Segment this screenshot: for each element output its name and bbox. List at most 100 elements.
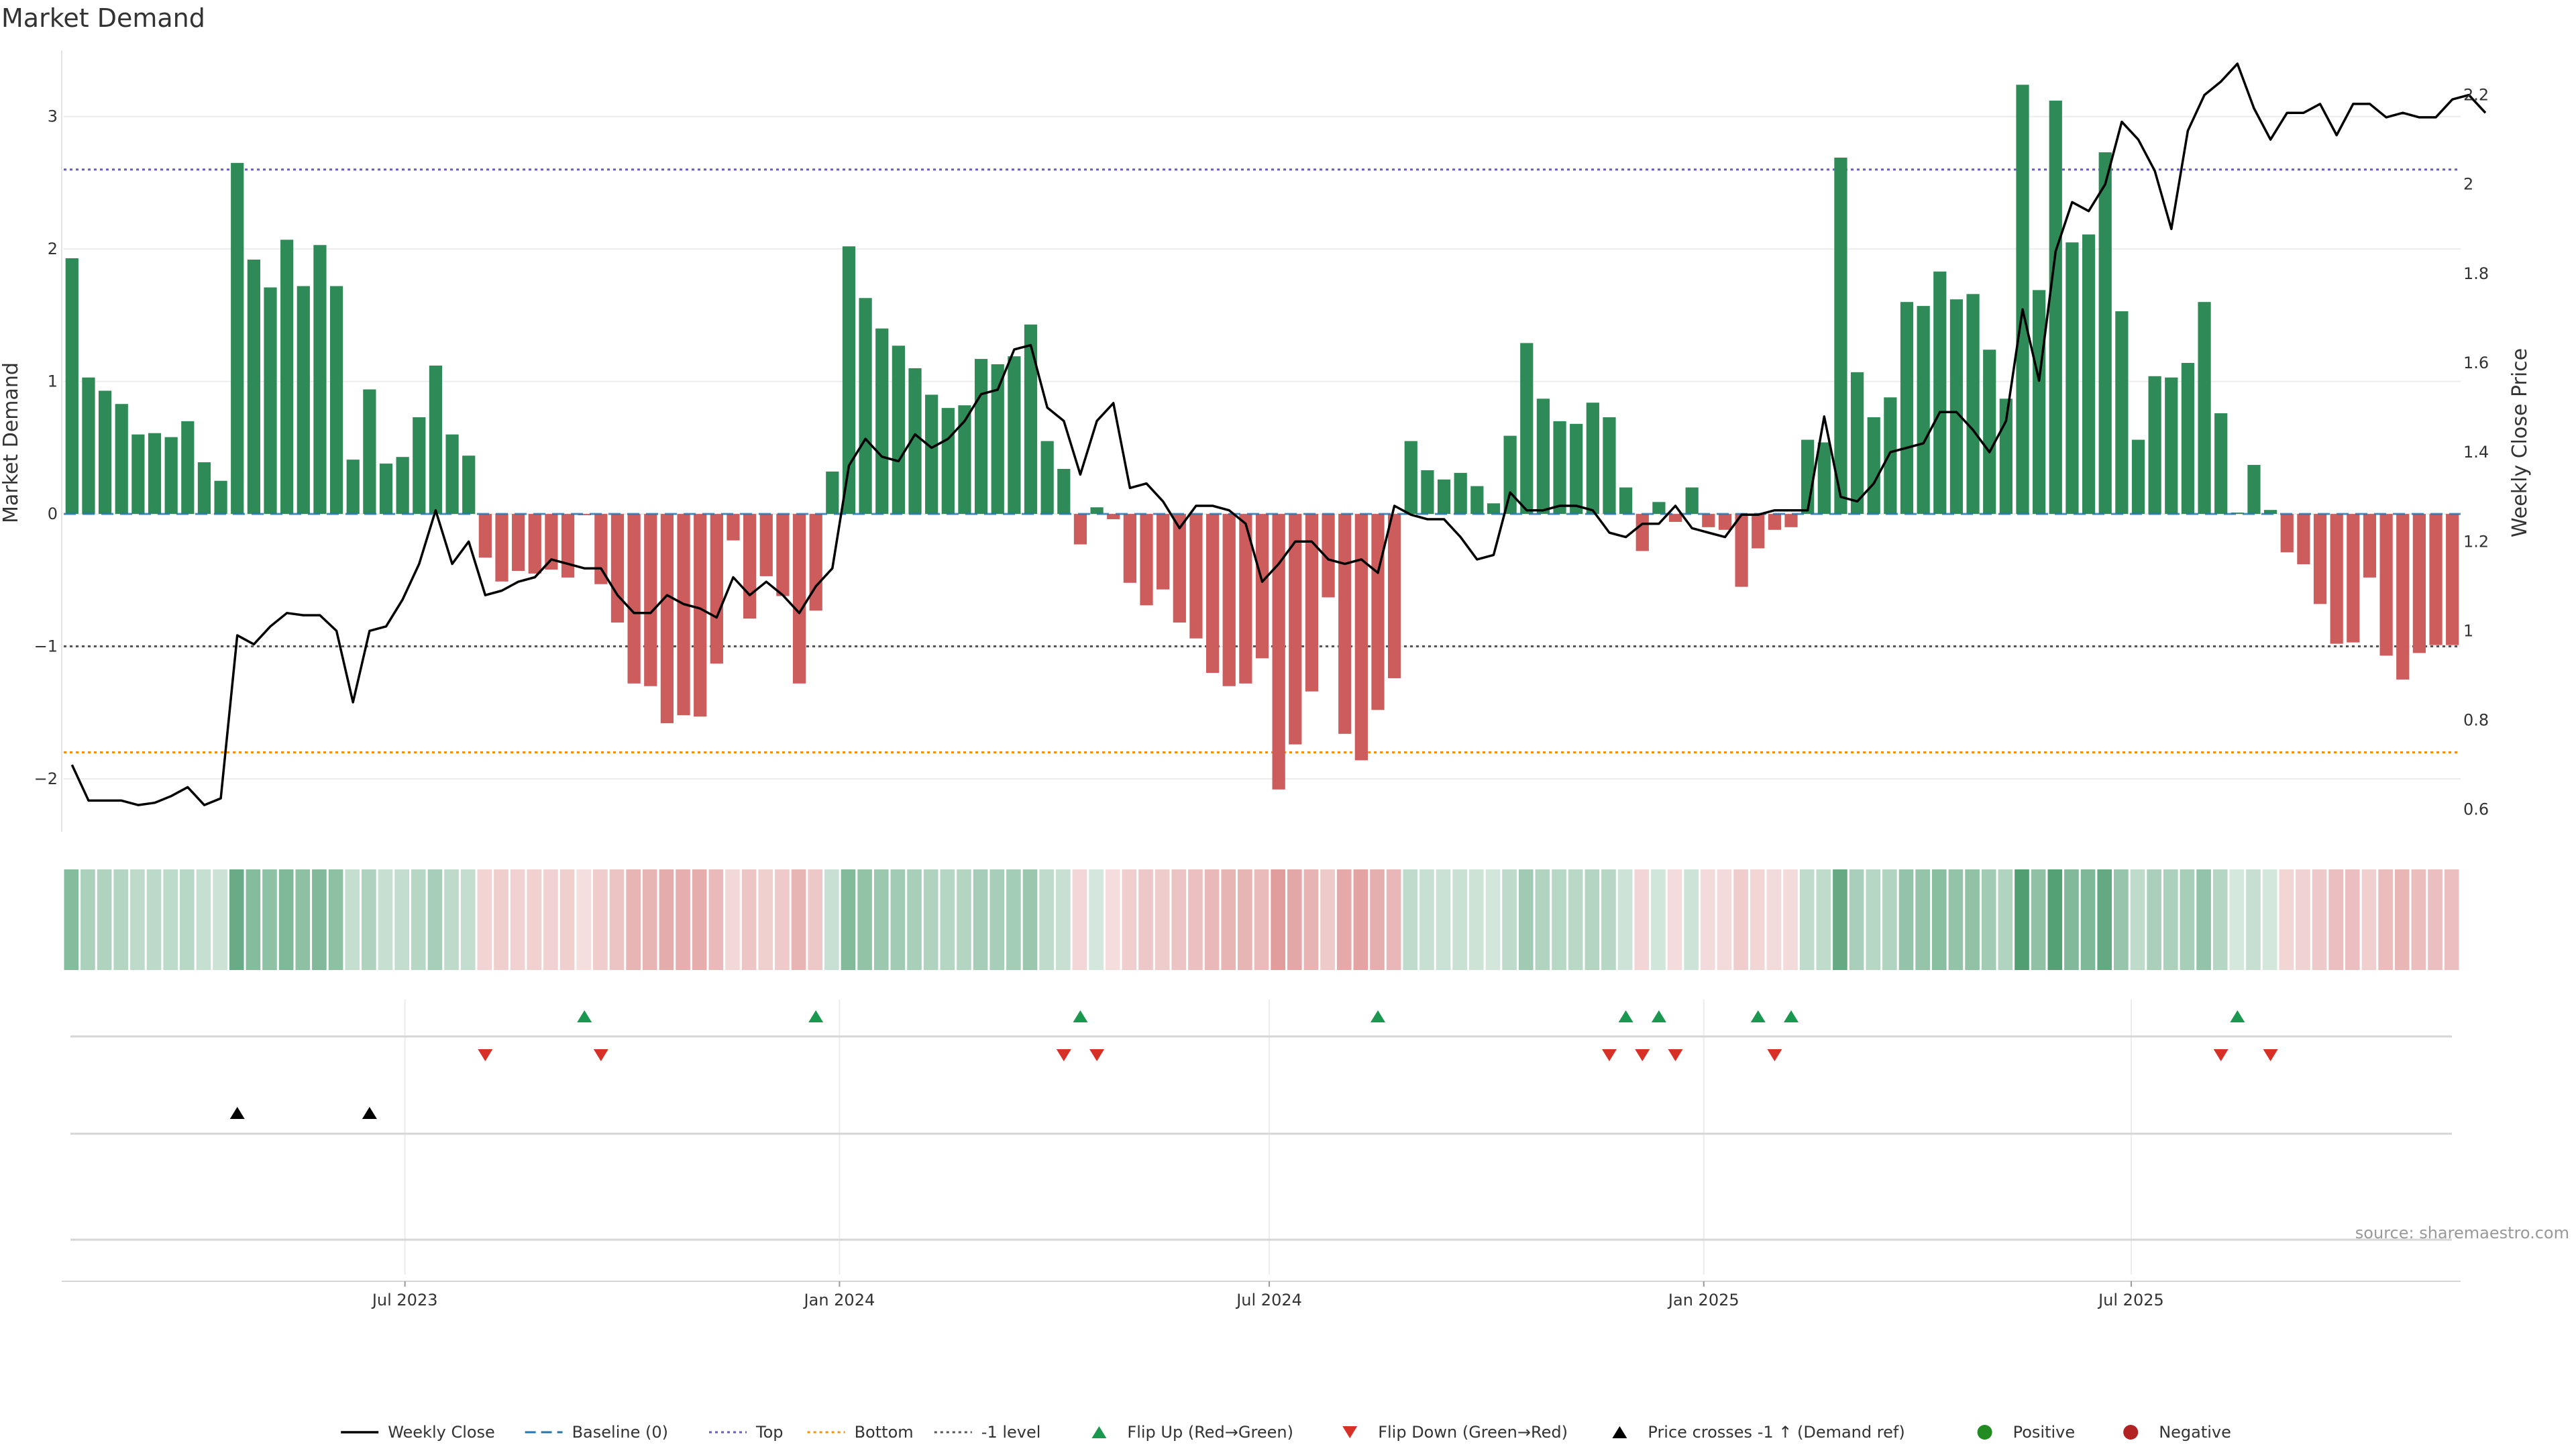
heat-cell	[1403, 869, 1418, 970]
heat-cell	[659, 869, 674, 970]
demand-bar	[2396, 514, 2410, 680]
legend-label: Bottom	[855, 1423, 914, 1442]
demand-bar	[809, 514, 822, 611]
flip-down-marker	[593, 1049, 608, 1061]
demand-bar	[2033, 290, 2046, 515]
flip-down-marker	[1767, 1049, 1782, 1061]
heat-cell	[1469, 869, 1484, 970]
demand-bar	[115, 404, 128, 515]
demand-bar	[82, 377, 95, 515]
demand-bar	[2297, 514, 2310, 565]
demand-bar	[1073, 514, 1087, 545]
legend-label: Top	[755, 1423, 784, 1442]
demand-bar	[1603, 417, 1616, 515]
demand-bar	[1470, 486, 1484, 515]
demand-bar	[1983, 350, 1996, 515]
price-cross-panel	[70, 1107, 2452, 1135]
heat-cell	[2031, 869, 2046, 970]
demand-bar	[2363, 514, 2377, 578]
demand-bar	[1057, 468, 1071, 515]
heat-cell	[1667, 869, 1682, 970]
legend-swatch-dot	[2123, 1425, 2139, 1440]
demand-bar	[727, 514, 740, 541]
demand-bar	[1768, 514, 1781, 530]
demand-bar	[644, 514, 657, 686]
legend-label: Flip Down (Green→Red)	[1378, 1423, 1568, 1442]
heat-cell	[1072, 869, 1087, 970]
demand-bar	[1487, 503, 1501, 515]
heat-cell	[427, 869, 443, 970]
demand-bar	[1570, 423, 1583, 515]
heat-cell	[2114, 869, 2129, 970]
demand-bar	[908, 368, 922, 515]
demand-bar	[710, 514, 723, 664]
heat-cell	[394, 869, 409, 970]
demand-bar	[1668, 514, 1682, 522]
demand-bar	[1123, 514, 1136, 583]
heat-cell	[1039, 869, 1054, 970]
heat-cell	[229, 869, 244, 970]
demand-bar	[1635, 514, 1649, 551]
legend-item-baseline: Baseline (0)	[525, 1423, 668, 1442]
heat-cell	[2262, 869, 2277, 970]
demand-bar	[892, 345, 905, 515]
legend-item-top: Top	[709, 1423, 784, 1442]
demand-bar	[1917, 306, 1930, 515]
flip-down-marker	[2213, 1049, 2229, 1061]
heat-cell	[2394, 869, 2410, 970]
heat-cell	[808, 869, 823, 970]
flip-down-marker	[1089, 1049, 1105, 1061]
heat-cell	[1238, 869, 1252, 970]
heat-cell	[2047, 869, 2063, 970]
legend-swatch-triangle-down	[1342, 1426, 1358, 1438]
heat-cell	[2163, 869, 2178, 970]
heat-cell	[213, 869, 227, 970]
heat-cell	[2212, 869, 2228, 970]
heat-cell	[1651, 869, 1666, 970]
y2-tick-label: 1.4	[2463, 443, 2489, 462]
flip-down-marker	[478, 1049, 493, 1061]
demand-bar	[1255, 514, 1269, 659]
y-tick-label: 0	[48, 504, 58, 523]
demand-bar	[1173, 514, 1186, 623]
heat-cell	[1502, 869, 1517, 970]
heat-cell	[1188, 869, 1203, 970]
demand-bar	[545, 514, 558, 570]
demand-bar	[512, 514, 525, 572]
heat-cell	[940, 869, 955, 970]
heat-cell	[1221, 869, 1236, 970]
demand-bar	[313, 245, 327, 515]
demand-bar	[65, 258, 78, 515]
flip-up-marker	[1784, 1010, 1799, 1022]
demand-bar	[1752, 514, 1765, 549]
demand-bar	[2347, 514, 2360, 643]
heat-cell	[80, 869, 95, 970]
heat-cell	[890, 869, 906, 970]
heat-cell	[1750, 869, 1765, 970]
legend-swatch-triangle-up	[1612, 1426, 1627, 1438]
demand-bar	[2181, 363, 2195, 515]
heat-cell	[1915, 869, 1930, 970]
heat-cell	[179, 869, 195, 970]
demand-bar	[1404, 441, 1417, 515]
x-tick-label: Jan 2024	[803, 1291, 875, 1309]
heat-cell	[1370, 869, 1385, 970]
heat-cell	[873, 869, 889, 970]
demand-bar	[2264, 510, 2277, 515]
demand-bar	[627, 514, 641, 684]
demand-bar	[131, 434, 145, 515]
heat-cell	[345, 869, 360, 970]
heat-cell	[2345, 869, 2360, 970]
demand-bar	[2049, 101, 2062, 515]
demand-bar	[925, 394, 938, 515]
legend-item-flip_up: Flip Up (Red→Green)	[1091, 1423, 1293, 1442]
demand-bar	[1272, 514, 1285, 790]
y2-tick-label: 1.8	[2463, 264, 2489, 283]
flip-down-marker	[1056, 1049, 1071, 1061]
heat-cell	[1006, 869, 1021, 970]
demand-bar	[826, 471, 839, 515]
heat-cell	[857, 869, 872, 970]
demand-bar	[1205, 514, 1220, 674]
demand-bar	[1884, 397, 1897, 515]
heat-cell	[527, 869, 542, 970]
